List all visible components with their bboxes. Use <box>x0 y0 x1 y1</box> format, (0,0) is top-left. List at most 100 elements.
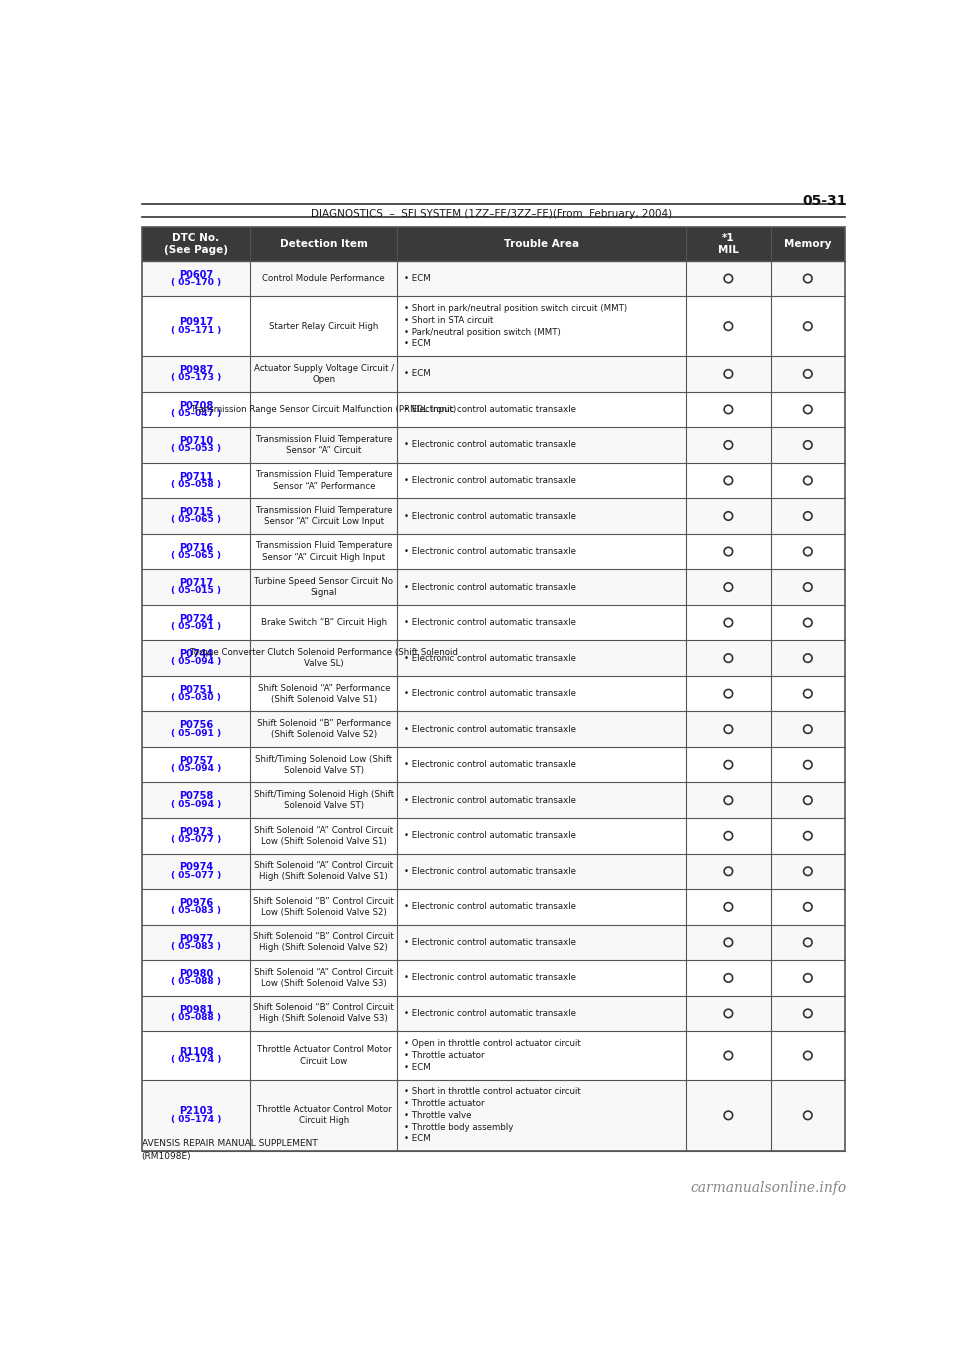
Text: *1
MIL: *1 MIL <box>718 232 739 255</box>
Text: • Electronic control automatic transaxle: • Electronic control automatic transaxle <box>403 938 576 947</box>
Text: ( 05–053 ): ( 05–053 ) <box>171 444 221 454</box>
Text: Shift Solenoid “B” Control Circuit
Low (Shift Solenoid Valve S2): Shift Solenoid “B” Control Circuit Low (… <box>253 896 395 917</box>
Text: ( 05–065 ): ( 05–065 ) <box>171 515 221 524</box>
Bar <box>142 296 845 356</box>
Text: P0708: P0708 <box>179 401 213 410</box>
Text: • Electronic control automatic transaxle: • Electronic control automatic transaxle <box>403 653 576 663</box>
Bar <box>142 463 845 498</box>
Text: Brake Switch “B” Circuit High: Brake Switch “B” Circuit High <box>261 618 387 627</box>
Text: ( 05–088 ): ( 05–088 ) <box>171 1013 221 1021</box>
Text: AVENSIS REPAIR MANUAL SUPPLEMENT
(RM1098E): AVENSIS REPAIR MANUAL SUPPLEMENT (RM1098… <box>142 1139 318 1161</box>
Text: P0977: P0977 <box>179 933 213 944</box>
Text: Shift Solenoid “A” Control Circuit
High (Shift Solenoid Valve S1): Shift Solenoid “A” Control Circuit High … <box>254 861 394 881</box>
Text: Trouble Area: Trouble Area <box>504 239 579 249</box>
Text: Shift/Timing Solenoid High (Shift
Solenoid Valve ST): Shift/Timing Solenoid High (Shift Soleno… <box>253 790 394 811</box>
Text: Shift Solenoid “B” Control Circuit
High (Shift Solenoid Valve S2): Shift Solenoid “B” Control Circuit High … <box>253 933 395 952</box>
Bar <box>142 261 845 296</box>
Bar <box>142 854 845 889</box>
Text: Actuator Supply Voltage Circuit /
Open: Actuator Supply Voltage Circuit / Open <box>253 364 394 384</box>
Text: Transmission Fluid Temperature
Sensor “A” Circuit: Transmission Fluid Temperature Sensor “A… <box>255 435 392 455</box>
Text: • Electronic control automatic transaxle: • Electronic control automatic transaxle <box>403 974 576 982</box>
Text: • Electronic control automatic transaxle: • Electronic control automatic transaxle <box>403 1009 576 1018</box>
Text: P0758: P0758 <box>179 792 213 801</box>
Text: ( 05–088 ): ( 05–088 ) <box>171 978 221 986</box>
Text: P0751: P0751 <box>179 684 213 695</box>
Text: Control Module Performance: Control Module Performance <box>262 274 385 282</box>
Text: • Electronic control automatic transaxle: • Electronic control automatic transaxle <box>403 405 576 414</box>
Bar <box>142 1031 845 1080</box>
Text: P2103: P2103 <box>179 1107 213 1116</box>
Text: P0710: P0710 <box>179 436 213 445</box>
Text: P0974: P0974 <box>179 862 213 872</box>
Text: • Electronic control automatic transaxle: • Electronic control automatic transaxle <box>403 583 576 592</box>
Bar <box>142 782 845 818</box>
Text: ( 05–058 ): ( 05–058 ) <box>171 479 221 489</box>
Text: ( 05–065 ): ( 05–065 ) <box>171 551 221 559</box>
Text: Transmission Fluid Temperature
Sensor “A” Performance: Transmission Fluid Temperature Sensor “A… <box>255 470 392 490</box>
Bar <box>142 534 845 569</box>
Text: Transmission Range Sensor Circuit Malfunction (PRNDL Input): Transmission Range Sensor Circuit Malfun… <box>191 405 456 414</box>
Text: P0756: P0756 <box>179 720 213 731</box>
Text: ( 05–015 ): ( 05–015 ) <box>171 587 221 595</box>
Text: Torque Converter Clutch Solenoid Performance (Shift Solenoid
Valve SL): Torque Converter Clutch Solenoid Perform… <box>190 648 458 668</box>
Text: Transmission Fluid Temperature
Sensor “A” Circuit Low Input: Transmission Fluid Temperature Sensor “A… <box>255 507 392 526</box>
Text: Starter Relay Circuit High: Starter Relay Circuit High <box>269 322 378 331</box>
Text: DIAGNOSTICS  –  SFI SYSTEM (1ZZ–FE/3ZZ–FE)(From  February, 2004): DIAGNOSTICS – SFI SYSTEM (1ZZ–FE/3ZZ–FE)… <box>311 209 673 219</box>
Bar <box>142 498 845 534</box>
Text: P0981: P0981 <box>179 1005 213 1014</box>
Text: • Electronic control automatic transaxle: • Electronic control automatic transaxle <box>403 547 576 555</box>
Text: P0717: P0717 <box>179 579 213 588</box>
Text: • Short in throttle control actuator circuit
• Throttle actuator
• Throttle valv: • Short in throttle control actuator cir… <box>403 1088 581 1143</box>
Text: P0987: P0987 <box>179 365 213 375</box>
Text: ( 05–091 ): ( 05–091 ) <box>171 728 221 737</box>
Bar <box>142 227 845 1150</box>
Text: DTC No.
(See Page): DTC No. (See Page) <box>164 232 228 255</box>
Bar <box>142 712 845 747</box>
Bar <box>142 604 845 641</box>
Text: Transmission Fluid Temperature
Sensor “A” Circuit High Input: Transmission Fluid Temperature Sensor “A… <box>255 542 392 562</box>
Text: ( 05–170 ): ( 05–170 ) <box>171 278 221 287</box>
Bar <box>142 995 845 1031</box>
Text: 05-31: 05-31 <box>803 194 847 208</box>
Text: Throttle Actuator Control Motor
Circuit Low: Throttle Actuator Control Motor Circuit … <box>256 1046 391 1066</box>
Text: P0607: P0607 <box>179 270 213 280</box>
Text: P0757: P0757 <box>179 756 213 766</box>
Text: P0711: P0711 <box>179 471 213 482</box>
Text: ( 05–094 ): ( 05–094 ) <box>171 657 221 667</box>
Text: • Electronic control automatic transaxle: • Electronic control automatic transaxle <box>403 725 576 733</box>
Text: Throttle Actuator Control Motor
Circuit High: Throttle Actuator Control Motor Circuit … <box>256 1105 391 1126</box>
Text: Shift Solenoid “B” Performance
(Shift Solenoid Valve S2): Shift Solenoid “B” Performance (Shift So… <box>256 720 391 739</box>
Text: ( 05–173 ): ( 05–173 ) <box>171 373 221 382</box>
Text: • Electronic control automatic transaxle: • Electronic control automatic transaxle <box>403 689 576 698</box>
Text: P0716: P0716 <box>179 543 213 553</box>
Bar <box>142 391 845 428</box>
Text: ( 05–077 ): ( 05–077 ) <box>171 835 221 845</box>
Text: • Electronic control automatic transaxle: • Electronic control automatic transaxle <box>403 512 576 520</box>
Text: Detection Item: Detection Item <box>280 239 368 249</box>
Text: P0715: P0715 <box>179 507 213 517</box>
Bar <box>142 960 845 995</box>
Text: • Short in park/neutral position switch circuit (MMT)
• Short in STA circuit
• P: • Short in park/neutral position switch … <box>403 304 627 349</box>
Text: • Electronic control automatic transaxle: • Electronic control automatic transaxle <box>403 796 576 805</box>
Text: ( 05–174 ): ( 05–174 ) <box>171 1055 221 1063</box>
Text: • ECM: • ECM <box>403 274 430 282</box>
Text: P0980: P0980 <box>179 970 213 979</box>
Text: ( 05–171 ): ( 05–171 ) <box>171 326 221 334</box>
Text: P0724: P0724 <box>179 614 213 623</box>
Text: • Electronic control automatic transaxle: • Electronic control automatic transaxle <box>403 760 576 769</box>
Text: • Electronic control automatic transaxle: • Electronic control automatic transaxle <box>403 902 576 911</box>
Text: Shift Solenoid “A” Performance
(Shift Solenoid Valve S1): Shift Solenoid “A” Performance (Shift So… <box>257 683 390 703</box>
Text: • Electronic control automatic transaxle: • Electronic control automatic transaxle <box>403 618 576 627</box>
Bar <box>142 641 845 676</box>
Bar <box>142 925 845 960</box>
Text: P0744: P0744 <box>179 649 213 659</box>
Bar <box>142 428 845 463</box>
Text: ( 05–047 ): ( 05–047 ) <box>171 409 221 418</box>
Text: • Open in throttle control actuator circuit
• Throttle actuator
• ECM: • Open in throttle control actuator circ… <box>403 1039 581 1071</box>
Text: ( 05–094 ): ( 05–094 ) <box>171 800 221 808</box>
Text: ( 05–094 ): ( 05–094 ) <box>171 765 221 773</box>
Text: ( 05–077 ): ( 05–077 ) <box>171 870 221 880</box>
Text: Turbine Speed Sensor Circuit No
Signal: Turbine Speed Sensor Circuit No Signal <box>254 577 394 598</box>
Text: P0976: P0976 <box>179 898 213 909</box>
Bar <box>142 818 845 854</box>
